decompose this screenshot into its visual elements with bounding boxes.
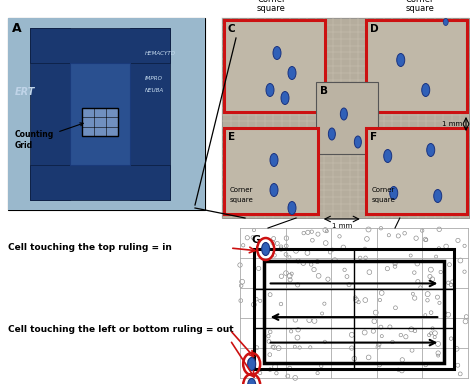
Text: G: G — [252, 235, 261, 245]
Ellipse shape — [270, 184, 278, 197]
Bar — [8, 18, 205, 210]
Ellipse shape — [270, 154, 278, 167]
Text: square: square — [257, 4, 286, 13]
Ellipse shape — [262, 243, 270, 255]
Text: square: square — [405, 4, 434, 13]
Bar — [240, 228, 468, 378]
Text: 1 mm: 1 mm — [332, 223, 352, 229]
Ellipse shape — [248, 379, 255, 384]
Ellipse shape — [273, 46, 281, 60]
Text: HEMACYTD: HEMACYTD — [145, 51, 176, 56]
Text: Corner: Corner — [372, 187, 395, 193]
Bar — [30, 28, 70, 200]
Text: F: F — [370, 132, 377, 142]
Text: Corner: Corner — [230, 187, 254, 193]
Text: Cell touching the top ruling = in: Cell touching the top ruling = in — [8, 243, 172, 253]
Bar — [316, 82, 378, 154]
Bar — [222, 18, 469, 218]
Text: Corner: Corner — [405, 0, 434, 4]
Text: square: square — [230, 197, 254, 203]
Text: Corner: Corner — [257, 0, 286, 4]
Text: square: square — [372, 197, 395, 203]
Bar — [82, 108, 118, 136]
Text: IMPRO: IMPRO — [145, 76, 163, 81]
Bar — [8, 18, 205, 210]
Bar — [30, 28, 170, 63]
Bar — [30, 165, 170, 200]
Bar — [366, 20, 467, 112]
Ellipse shape — [288, 202, 296, 215]
Text: 1 mm: 1 mm — [442, 121, 462, 127]
Ellipse shape — [328, 128, 336, 140]
Bar — [224, 128, 318, 214]
Text: A: A — [12, 22, 22, 35]
Ellipse shape — [266, 83, 274, 96]
Ellipse shape — [288, 66, 296, 79]
Ellipse shape — [434, 189, 442, 202]
Text: B: B — [320, 86, 328, 96]
Text: C: C — [228, 24, 236, 34]
Text: Counting
Grid: Counting Grid — [15, 123, 83, 150]
Bar — [366, 128, 467, 214]
Ellipse shape — [355, 136, 361, 148]
Bar — [70, 63, 130, 165]
Ellipse shape — [390, 187, 398, 200]
Ellipse shape — [384, 149, 392, 162]
Ellipse shape — [248, 358, 255, 371]
Ellipse shape — [397, 53, 405, 66]
Ellipse shape — [422, 83, 430, 96]
Bar — [254, 249, 454, 369]
Ellipse shape — [427, 144, 435, 157]
Text: NEUBA: NEUBA — [145, 88, 164, 93]
Bar — [224, 20, 325, 112]
Bar — [264, 261, 444, 363]
Text: D: D — [370, 24, 378, 34]
Text: E: E — [228, 132, 235, 142]
Text: ERT: ERT — [15, 87, 36, 97]
Ellipse shape — [340, 108, 347, 120]
Ellipse shape — [281, 91, 289, 104]
Ellipse shape — [443, 18, 448, 25]
Text: Cell touching the left or bottom ruling = out: Cell touching the left or bottom ruling … — [8, 326, 234, 334]
Bar — [130, 28, 170, 200]
